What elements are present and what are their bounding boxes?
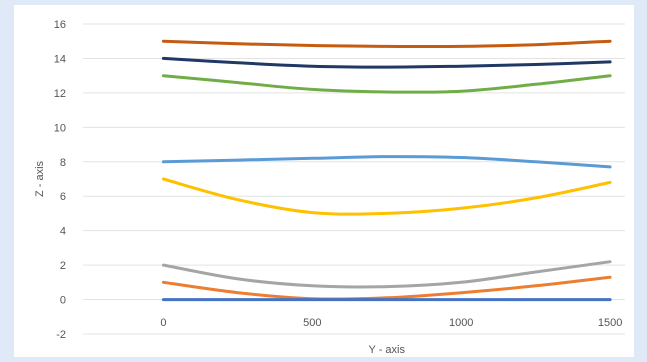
series-line-6 bbox=[161, 260, 612, 289]
y-tick-label: 2 bbox=[60, 260, 66, 272]
x-tick-labels: 0 500 1000 1500 bbox=[160, 317, 622, 329]
series-line-2 bbox=[161, 56, 612, 69]
y-tick-label: 6 bbox=[60, 191, 66, 203]
x-axis-title: Y - axis bbox=[369, 344, 406, 356]
y-tick-label: -2 bbox=[56, 329, 66, 341]
series-line-4 bbox=[161, 155, 612, 169]
y-tick-label: 16 bbox=[54, 19, 66, 31]
y-tick-label: 0 bbox=[60, 295, 66, 307]
x-tick-label: 1000 bbox=[449, 317, 473, 329]
y-tick-label: 12 bbox=[54, 88, 66, 100]
y-tick-label: 14 bbox=[54, 53, 66, 65]
series-line-3 bbox=[161, 74, 612, 94]
x-tick-label: 0 bbox=[160, 317, 166, 329]
y-tick-labels: -2 0 2 4 6 8 10 12 14 16 bbox=[54, 19, 66, 341]
series-line-5 bbox=[161, 177, 612, 216]
series-lines bbox=[161, 39, 612, 302]
y-tick-label: 4 bbox=[60, 226, 66, 238]
series-line-7 bbox=[161, 275, 612, 301]
y-tick-label: 8 bbox=[60, 157, 66, 169]
series-line-1 bbox=[161, 39, 612, 49]
x-tick-label: 500 bbox=[303, 317, 321, 329]
y-axis-title: Z - axis bbox=[34, 160, 46, 197]
y-tick-label: 10 bbox=[54, 122, 66, 134]
x-tick-label: 1500 bbox=[598, 317, 622, 329]
